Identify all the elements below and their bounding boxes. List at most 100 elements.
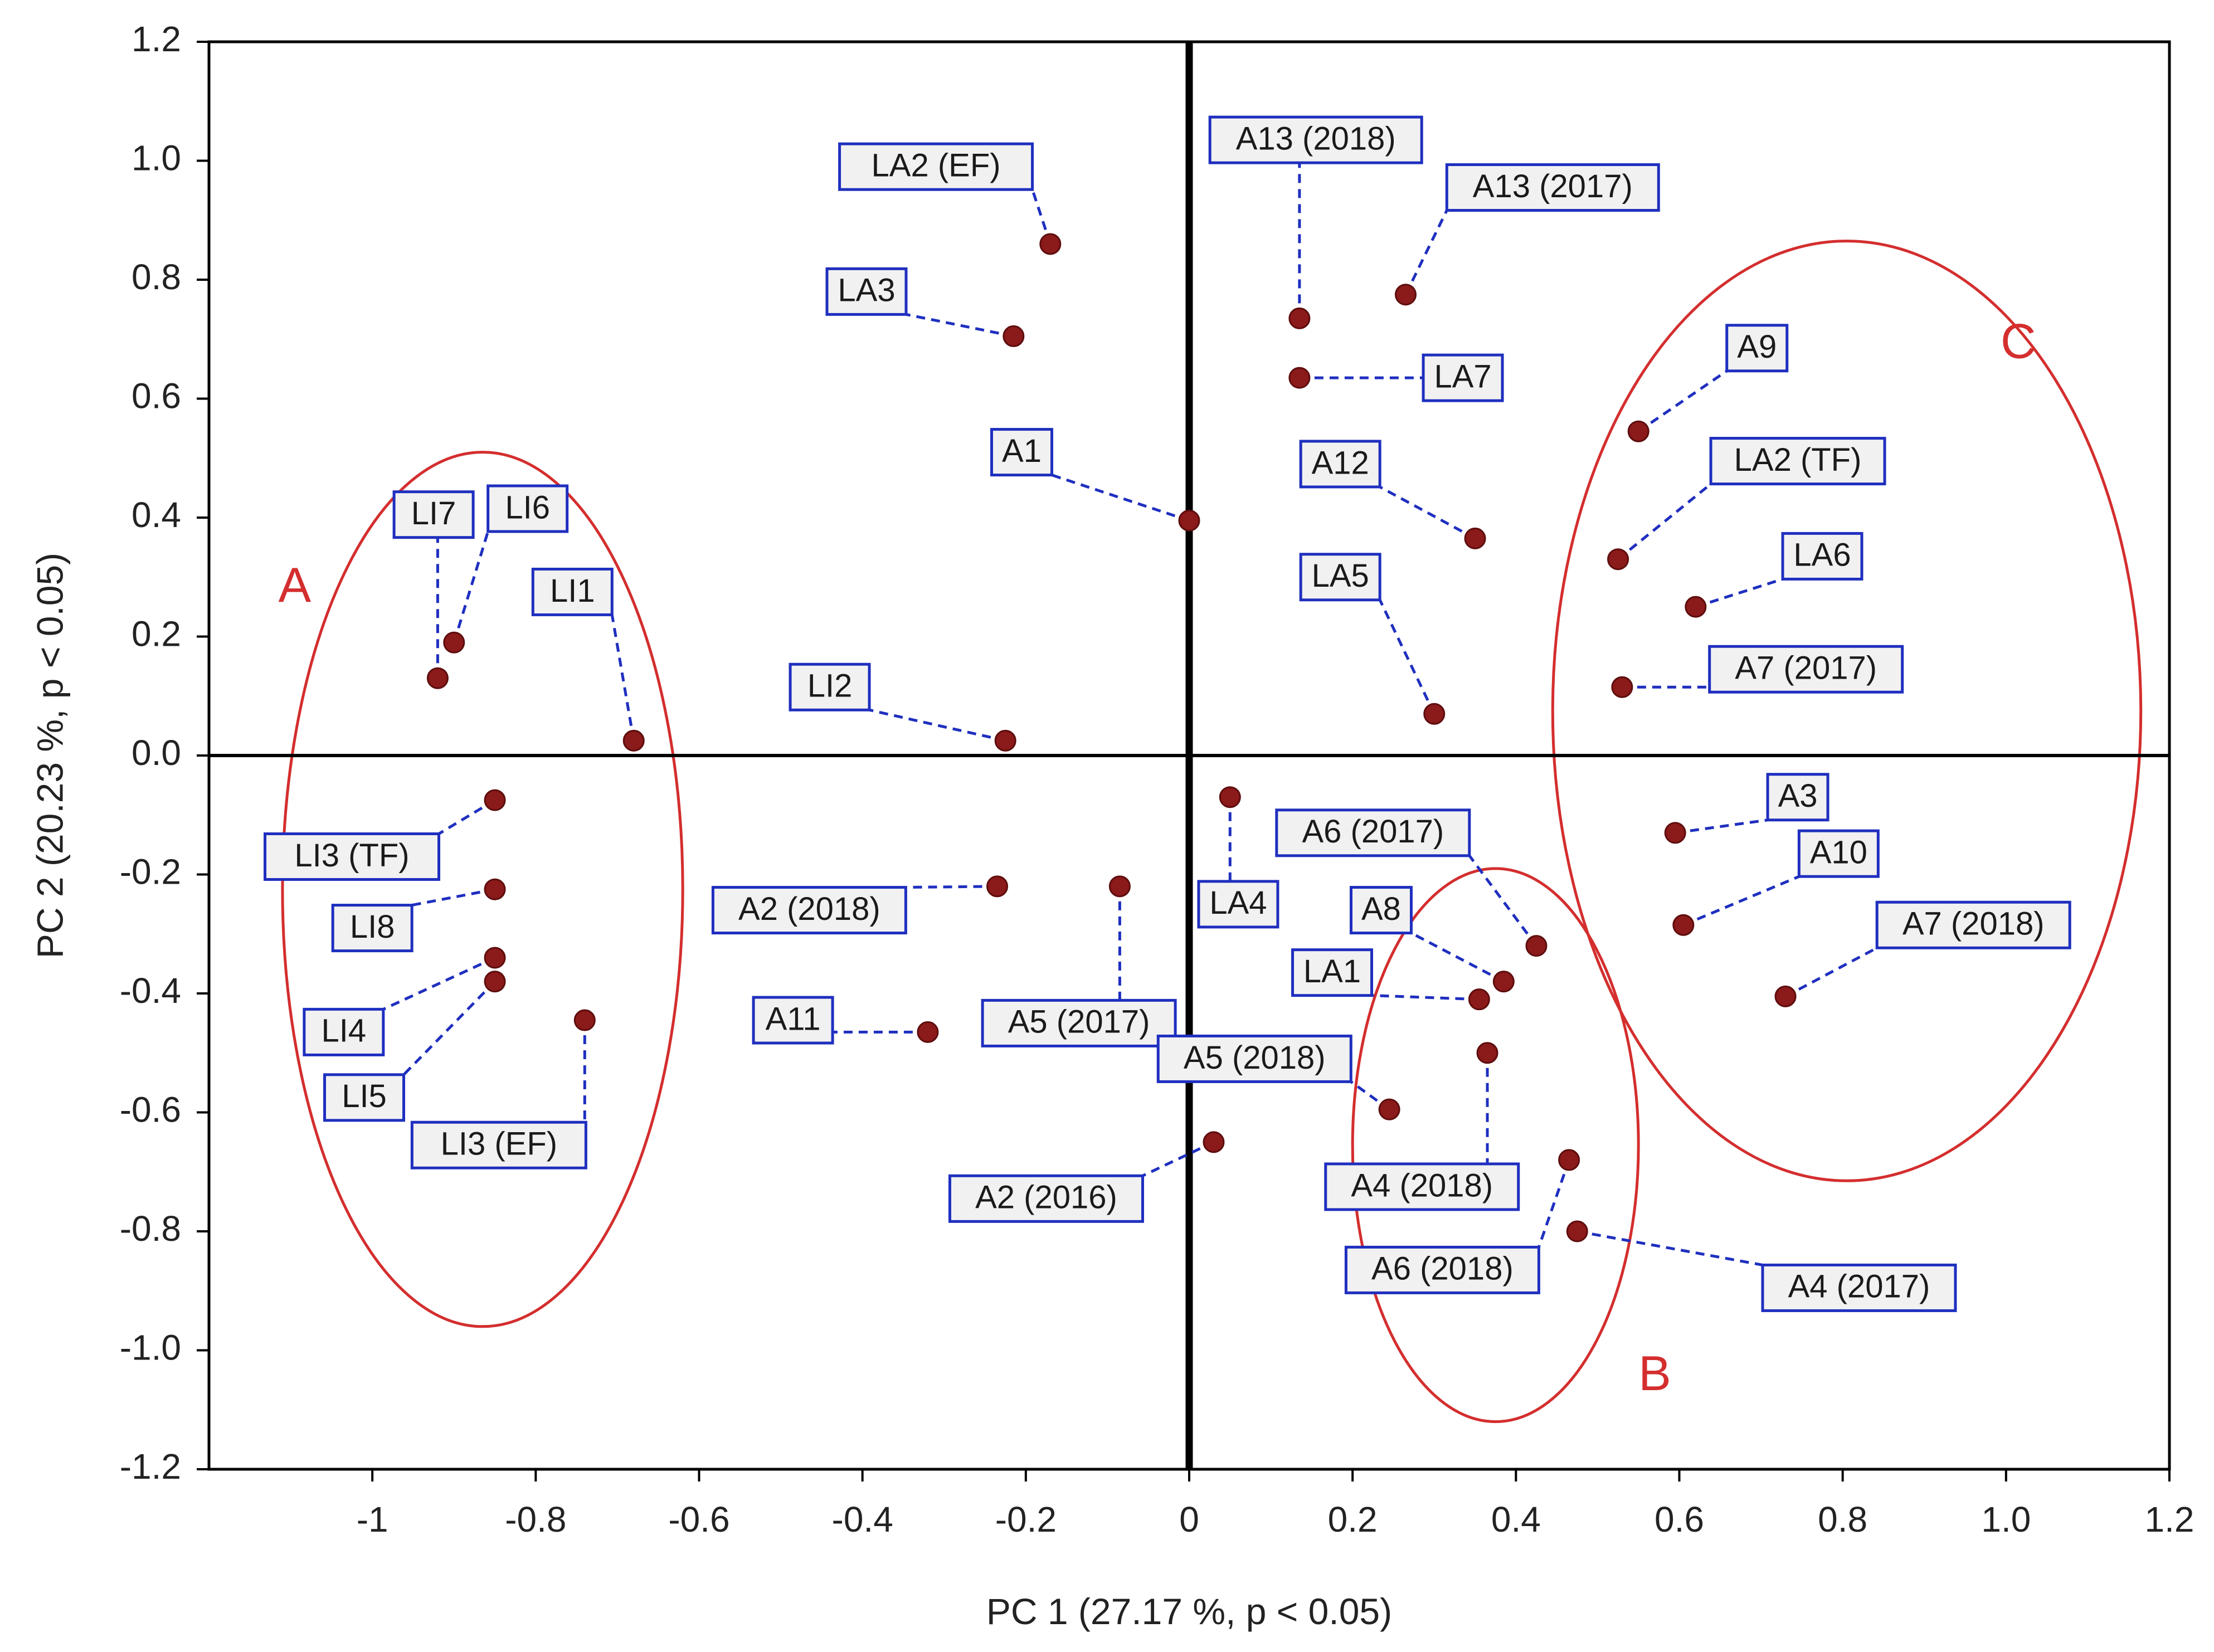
label-a3: A3 <box>1766 773 1829 822</box>
label-a13-2017: A13 (2017) <box>1445 163 1660 212</box>
y-axis-title: PC 2 (20.23 %, p < 0.05) <box>29 553 70 958</box>
point-a4-2018 <box>1476 1042 1498 1064</box>
label-text-a7-2017: A7 (2017) <box>1735 650 1877 686</box>
label-box-a2-2016 <box>948 1174 1144 1223</box>
label-box-a13-2017 <box>1445 163 1660 212</box>
label-text-li8: LI8 <box>350 909 395 945</box>
label-text-la2-tf: LA2 (TF) <box>1734 442 1862 478</box>
point-labels: LA2 (EF) LA3 A1 A13 (2018) A13 (2017) LA7 A12 L… <box>264 115 2071 1312</box>
label-box-li4 <box>303 1007 385 1056</box>
x-tick-label: 1.2 <box>2145 1499 2194 1539</box>
point-li4 <box>484 947 506 969</box>
label-box-li6 <box>486 484 569 533</box>
label-box-a3 <box>1766 773 1829 822</box>
leader-li3-tf <box>438 798 496 835</box>
label-box-la2-ef <box>838 142 1034 191</box>
label-box-a6-2018 <box>1344 1245 1540 1294</box>
label-box-la6 <box>1781 532 1863 581</box>
leader-la1 <box>1371 994 1480 1001</box>
group-a-ellipse <box>281 451 684 1328</box>
point-li2 <box>994 729 1016 752</box>
label-box-a12 <box>1299 440 1381 489</box>
groups-layer: A B C <box>279 240 2143 1424</box>
label-text-li3-tf: LI3 (TF) <box>294 837 409 874</box>
leader-a12 <box>1379 485 1476 540</box>
label-a9: A9 <box>1725 324 1789 373</box>
label-text-a10: A10 <box>1810 834 1867 870</box>
group-c-ellipse <box>1551 240 2143 1182</box>
group-a-label: A <box>279 557 312 612</box>
label-text-a1: A1 <box>1002 433 1042 469</box>
x-axis-title: PC 1 (27.17 %, p < 0.05) <box>986 1591 1392 1632</box>
label-text-a8: A8 <box>1361 891 1401 927</box>
leader-la5 <box>1378 599 1436 715</box>
point-la2-tf <box>1607 548 1629 571</box>
leader-a8 <box>1410 932 1505 983</box>
point-li6 <box>443 631 465 654</box>
label-box-a6-2017 <box>1275 808 1471 857</box>
label-text-li7: LI7 <box>411 495 456 532</box>
group-c-label: C <box>2001 314 2036 369</box>
label-li2: LI2 <box>789 662 871 712</box>
leader-a7-2018 <box>1784 947 1878 998</box>
label-la4: LA4 <box>1197 880 1279 929</box>
label-box-a4-2017 <box>1761 1263 1957 1312</box>
point-li3-tf <box>484 789 506 811</box>
label-text-li4: LI4 <box>322 1013 367 1049</box>
point-la1 <box>1468 988 1490 1011</box>
label-text-li2: LI2 <box>807 668 853 704</box>
label-box-a2-2018 <box>711 886 907 935</box>
point-a13-2018 <box>1288 307 1311 329</box>
label-text-la5: LA5 <box>1312 558 1369 594</box>
label-text-la6: LA6 <box>1793 537 1851 573</box>
point-la7 <box>1288 367 1311 389</box>
x-tick-label: 1.0 <box>1981 1499 2031 1539</box>
label-a5-2018: A5 (2018) <box>1156 1034 1352 1083</box>
y-tick-label: 0.0 <box>132 733 181 773</box>
label-li5: LI5 <box>323 1073 406 1122</box>
y-tick-label: 0.4 <box>132 495 181 535</box>
label-box-a5-2018 <box>1156 1034 1352 1083</box>
y-tick-label: -0.8 <box>120 1208 181 1249</box>
label-box-a1 <box>990 428 1054 477</box>
x-tick-label: 0 <box>1179 1499 1199 1539</box>
y-tick-label: -0.6 <box>120 1089 181 1129</box>
point-la5 <box>1423 703 1446 725</box>
point-a2-2018 <box>986 875 1009 898</box>
label-li3-tf: LI3 (TF) <box>264 832 441 881</box>
x-tick-label: 0.4 <box>1491 1499 1541 1539</box>
leader-la2-tf <box>1617 483 1712 561</box>
label-box-a7-2018 <box>1875 900 2071 949</box>
y-tick-label: -0.2 <box>120 851 181 891</box>
label-a1: A1 <box>990 428 1054 477</box>
label-li1: LI1 <box>531 567 614 616</box>
label-text-li1: LI1 <box>550 573 595 609</box>
y-tick-label: 1.0 <box>132 138 181 178</box>
label-la5: LA5 <box>1299 553 1381 602</box>
point-li1 <box>622 729 645 752</box>
label-a13-2018: A13 (2018) <box>1208 115 1423 164</box>
leader-la6 <box>1695 578 1783 608</box>
label-text-a2-2018: A2 (2018) <box>738 891 880 927</box>
point-a6-2018 <box>1558 1149 1580 1171</box>
label-la2-tf: LA2 (TF) <box>1709 437 1886 486</box>
label-li4: LI4 <box>303 1007 385 1056</box>
point-a9 <box>1627 420 1649 442</box>
label-box-li7 <box>392 490 475 539</box>
leader-la3 <box>906 313 1014 338</box>
label-la1: LA1 <box>1291 948 1374 997</box>
label-text-la3: LA3 <box>838 272 895 309</box>
x-tick-label: -0.6 <box>668 1499 729 1539</box>
label-box-a4-2018 <box>1324 1162 1520 1211</box>
label-li3-ef: LI3 (EF) <box>410 1120 587 1169</box>
label-box-li2 <box>789 662 871 712</box>
label-la7: LA7 <box>1422 353 1504 402</box>
label-li6: LI6 <box>486 484 569 533</box>
group-b-ellipse <box>1351 867 1640 1424</box>
label-a2-2016: A2 (2016) <box>948 1174 1144 1223</box>
leader-li4 <box>382 956 496 1011</box>
label-text-a6-2018: A6 (2018) <box>1371 1251 1514 1287</box>
y-tick-label: -1.2 <box>120 1446 181 1487</box>
point-a7-2017 <box>1611 676 1633 698</box>
leader-a10 <box>1682 875 1800 927</box>
